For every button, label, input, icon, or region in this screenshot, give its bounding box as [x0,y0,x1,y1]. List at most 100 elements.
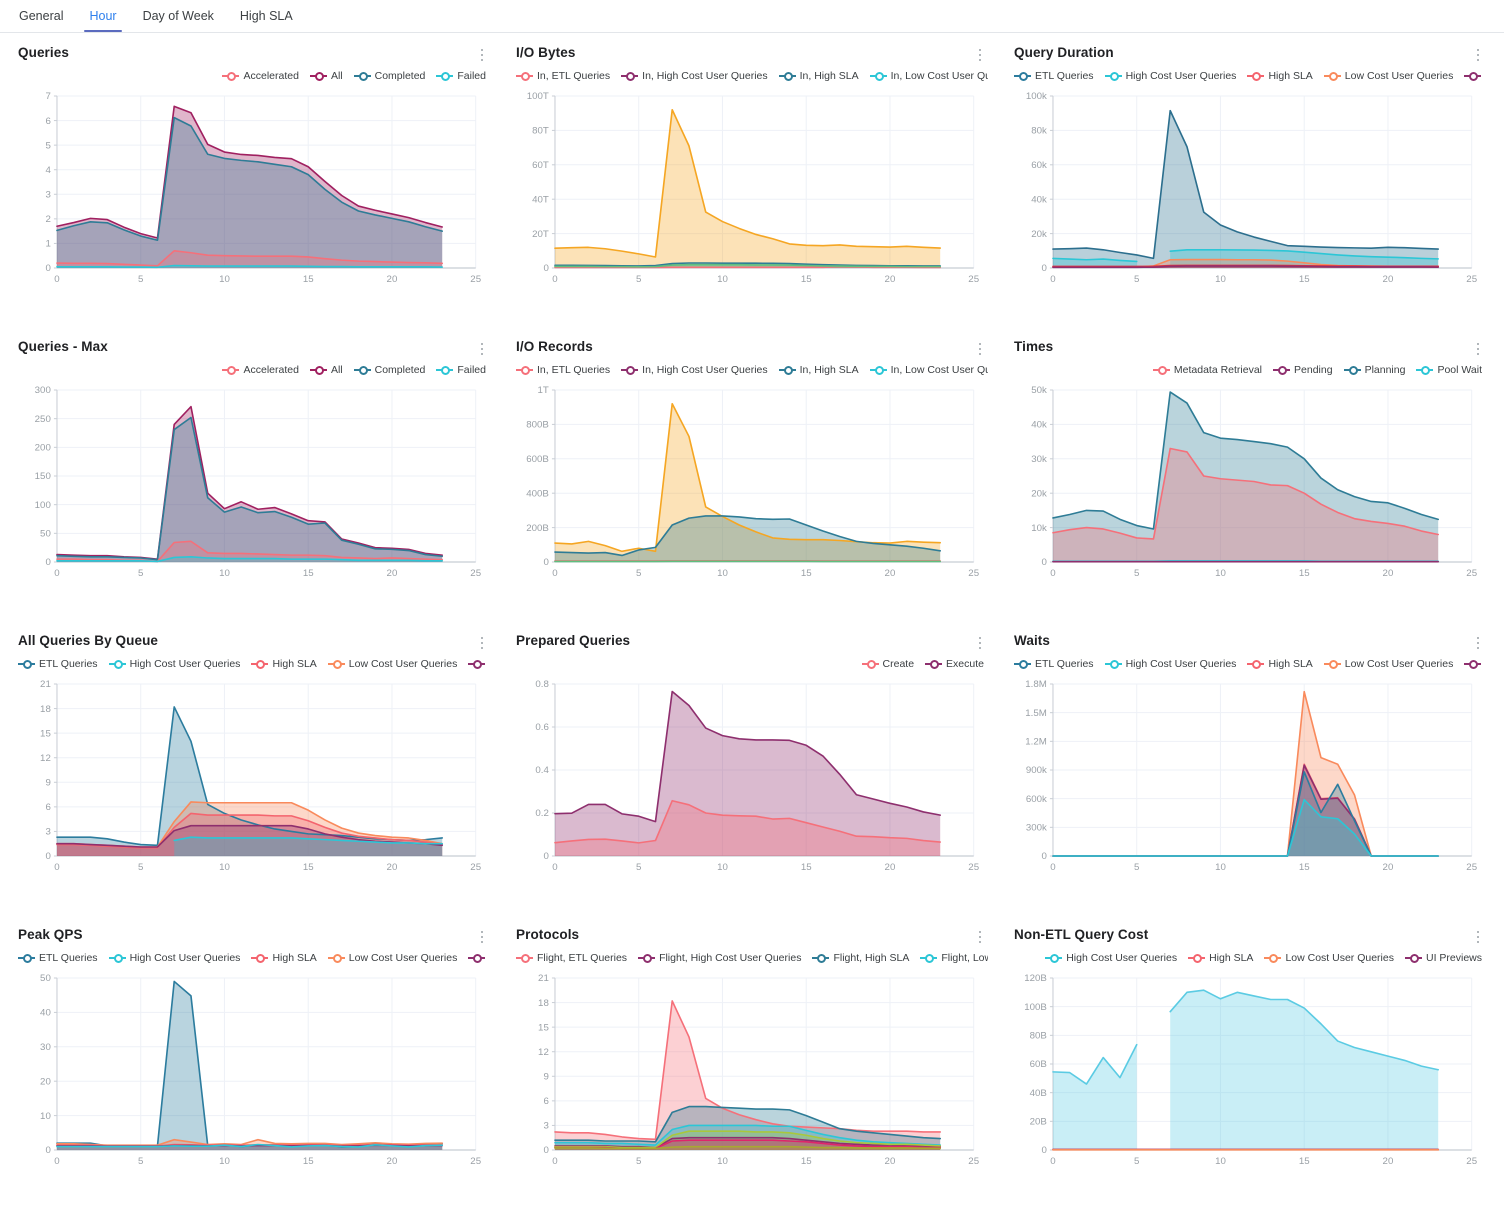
legend-item[interactable]: Planning [1343,364,1405,376]
svg-text:10: 10 [717,568,728,579]
tab-hour[interactable]: Hour [76,7,129,32]
kebab-menu-icon[interactable] [474,928,490,946]
legend-label: Failed [457,69,486,82]
kebab-menu-icon[interactable] [972,928,988,946]
legend-item[interactable]: High Cost User Queries [108,658,240,670]
svg-text:1.8M: 1.8M [1025,679,1047,690]
kebab-menu-icon[interactable] [972,340,988,358]
legend-item[interactable]: ETL Queries [1014,70,1094,82]
svg-text:10: 10 [219,568,230,579]
legend-item[interactable]: Failed [436,364,486,376]
chart-plot-area[interactable]: 0 20k 40k 60k 80k 100k 0 5 10 15 20 25 [1006,86,1486,294]
chart-plot-area[interactable]: 0 10k 20k 30k 40k 50k 0 5 10 15 20 25 [1006,380,1486,588]
legend-item[interactable]: In, High SLA [778,70,859,82]
chart-plot-area[interactable]: 0 3 6 9 12 15 18 21 0 5 10 15 20 25 [508,968,988,1176]
chart-plot-area[interactable]: 0 10 20 30 40 50 0 5 10 15 20 25 [10,968,490,1176]
legend-item[interactable]: Accelerated [222,70,299,82]
svg-text:0: 0 [54,1156,59,1167]
svg-text:20k: 20k [1031,229,1047,240]
legend-item[interactable]: Pool Wait [1416,364,1482,376]
legend-item[interactable]: In, Low Cost User Qu [869,364,988,376]
legend-item[interactable]: In, High SLA [778,364,859,376]
legend-item[interactable]: Flight, High Cost User Queries [638,952,801,964]
chart-legend: Metadata Retrieval Pending Planning Pool Wa… [1006,361,1486,378]
legend-item[interactable]: In, High Cost User Queries [621,364,768,376]
legend-item[interactable]: High SLA [1247,70,1313,82]
legend-line-marker-icon [1014,71,1031,81]
legend-item[interactable]: Low Cost User Queries [1264,952,1394,964]
legend-item[interactable]: ETL Queries [18,952,98,964]
legend-item[interactable]: Flight, ETL Queries [516,952,627,964]
legend-item[interactable]: All [309,70,343,82]
kebab-menu-icon[interactable] [1470,928,1486,946]
chart-grid: Queries Accelerated All Completed Failed 0 1 2 3… [0,33,1504,1205]
legend-item[interactable]: In, Low Cost User Qu [869,70,988,82]
svg-text:4: 4 [45,165,51,176]
legend-item[interactable]: High Cost User Queries [1104,70,1236,82]
svg-text:25: 25 [968,1156,979,1167]
legend-item[interactable]: High Cost User Queries [1104,658,1236,670]
svg-text:10: 10 [40,1111,51,1122]
kebab-menu-icon[interactable] [1470,46,1486,64]
legend-item[interactable]: In, ETL Queries [516,364,610,376]
svg-text:10: 10 [1215,1156,1226,1167]
chart-plot-area[interactable]: 0 50 100 150 200 250 300 0 5 10 15 20 25 [10,380,490,588]
kebab-menu-icon[interactable] [474,634,490,652]
panel-header: Protocols [508,927,988,946]
legend-line-marker-icon [1014,659,1031,669]
legend-item[interactable]: Low Cost User Queries [327,658,457,670]
legend-item[interactable]: UI Previews [1464,658,1486,670]
chart-plot-area[interactable]: 0 200B 400B 600B 800B 1T 0 5 10 15 20 25 [508,380,988,588]
svg-text:120B: 120B [1024,973,1047,984]
legend-item[interactable]: Accelerated [222,364,299,376]
legend-item[interactable]: Failed [436,70,486,82]
legend-item[interactable]: Flight, Low [920,952,988,964]
legend-item[interactable]: Flight, High SLA [812,952,909,964]
chart-plot-area[interactable]: 0 0.2 0.4 0.6 0.8 0 5 10 15 20 25 [508,674,988,882]
panel-title: Peak QPS [18,927,83,942]
tab-high-sla[interactable]: High SLA [239,9,293,23]
svg-text:20: 20 [1383,568,1394,579]
legend-item[interactable]: Metadata Retrieval [1152,363,1263,376]
legend-item[interactable]: UI Previews [1404,952,1482,964]
legend-label: Metadata Retrieval [1173,363,1263,376]
legend-item[interactable]: High Cost User Queries [108,952,240,964]
kebab-menu-icon[interactable] [972,46,988,64]
svg-text:0: 0 [1041,1145,1046,1156]
legend-item[interactable]: ETL Queries [18,658,98,670]
kebab-menu-icon[interactable] [1470,340,1486,358]
chart-plot-area[interactable]: 0 20T 40T 60T 80T 100T 0 5 10 15 20 25 [508,86,988,294]
kebab-menu-icon[interactable] [474,46,490,64]
legend-item[interactable]: High SLA [1247,658,1313,670]
legend-item[interactable]: UI Previews [468,952,490,964]
tab-general[interactable]: General [19,9,64,23]
legend-item[interactable]: UI Previews [1464,70,1486,82]
legend-item[interactable]: Low Cost User Queries [327,952,457,964]
legend-item[interactable]: UI Previews [468,658,490,670]
legend-item[interactable]: High SLA [1188,952,1253,964]
legend-item[interactable]: In, ETL Queries [516,70,610,82]
legend-item[interactable]: High SLA [251,952,317,964]
legend-item[interactable]: Completed [353,70,425,82]
chart-plot-area[interactable]: 0 3 6 9 12 15 18 21 0 5 10 15 20 25 [10,674,490,882]
kebab-menu-icon[interactable] [1470,634,1486,652]
legend-item[interactable]: Execute [925,658,984,670]
legend-item[interactable]: Low Cost User Queries [1323,70,1453,82]
legend-item[interactable]: Pending [1273,364,1333,376]
chart-plot-area[interactable]: 0 1 2 3 4 5 6 7 0 5 10 15 20 25 [10,86,490,294]
legend-item[interactable]: High Cost User Queries [1045,952,1177,964]
legend-item[interactable]: ETL Queries [1014,658,1094,670]
kebab-menu-icon[interactable] [972,634,988,652]
tab-day-of-week[interactable]: Day of Week [142,9,214,23]
legend-item[interactable]: All [309,364,343,376]
svg-text:10: 10 [717,862,728,873]
svg-text:10: 10 [219,274,230,285]
legend-item[interactable]: Low Cost User Queries [1323,658,1453,670]
legend-item[interactable]: In, High Cost User Queries [621,70,768,82]
legend-item[interactable]: Create [861,658,914,670]
kebab-menu-icon[interactable] [474,340,490,358]
chart-plot-area[interactable]: 0 20B 40B 60B 80B 100B 120B 0 5 10 15 20 25 [1006,968,1486,1176]
legend-item[interactable]: High SLA [251,658,317,670]
legend-item[interactable]: Completed [353,364,425,376]
chart-plot-area[interactable]: 0 300k 600k 900k 1.2M 1.5M 1.8M 0 5 10 15 20 25 [1006,674,1486,882]
